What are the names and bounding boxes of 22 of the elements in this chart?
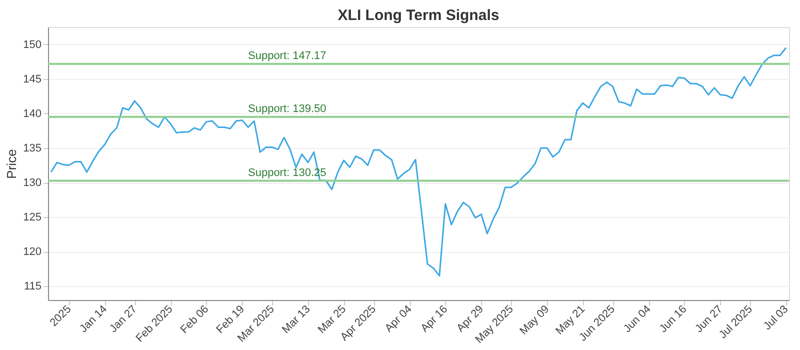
x-tick-label: Feb 06 [178,303,212,336]
y-tick-label: 115 [24,280,42,293]
x-tick-label: Jul 03 [762,303,791,333]
chart-title: XLI Long Term Signals [338,7,500,24]
x-tick-label: Apr 04 [382,303,414,335]
y-tick-label: 145 [23,73,42,86]
y-tick-label: 135 [23,142,42,154]
x-tick-label: Mar 13 [280,303,313,336]
y-tick-label: 150 [23,38,42,51]
x-tick-label: Apr 16 [418,303,450,335]
x-tick-label: Jun 16 [657,303,690,336]
x-tick-label: Jun 04 [621,303,654,336]
y-axis-title: Price [4,149,20,179]
y-tick-label: 125 [23,212,42,224]
line-series [50,46,787,277]
x-tick-label: May 09 [518,303,552,338]
y-tick-label: 130 [23,177,42,190]
ref-line-label: Support: 139.50 [248,102,326,115]
ref-line-label: Support: 147.17 [248,50,326,62]
y-tick-label: 140 [23,108,42,120]
x-tick-label: Jan 14 [78,303,110,336]
y-tick-label: 120 [23,246,42,258]
